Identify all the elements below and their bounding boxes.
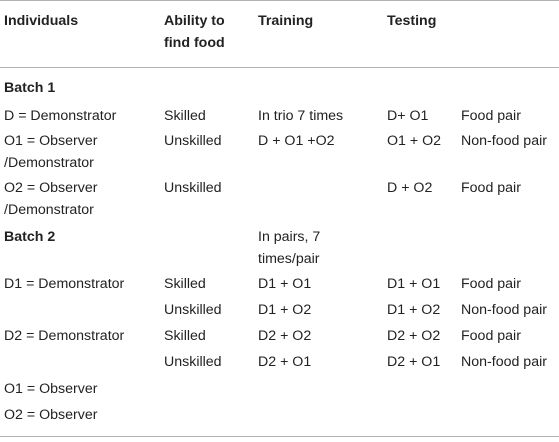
ability-cell: Skilled [164, 108, 206, 124]
ability-cell: Unskilled [164, 180, 222, 196]
testing-cell: D2 + O2 [387, 328, 441, 344]
pair-cell: Non-food pair [461, 354, 547, 370]
batch1-label: Batch 1 [4, 80, 56, 96]
header-individuals: Individuals [4, 13, 79, 29]
training-cell: In trio 7 times [258, 108, 344, 124]
batch2-training-line1: In pairs, 7 [258, 229, 321, 245]
pair-cell: Non-food pair [461, 302, 547, 318]
pair-cell: Food pair [461, 328, 521, 344]
batch2-training-line2: times/pair [258, 251, 320, 267]
pair-cell: Non-food pair [461, 133, 547, 149]
individual-cell: D1 = Demonstrator [4, 276, 125, 292]
individual-cell-line1: O2 = Observer [4, 180, 98, 196]
testing-cell: D + O2 [387, 180, 433, 196]
ability-cell: Unskilled [164, 302, 222, 318]
testing-cell: D1 + O1 [387, 276, 441, 292]
ability-cell: Skilled [164, 276, 206, 292]
individual-cell: O1 = Observer [4, 381, 98, 397]
individual-cell-line1: O1 = Observer [4, 133, 98, 149]
training-cell: D1 + O1 [258, 276, 312, 292]
header-testing: Testing [387, 13, 437, 29]
pair-cell: Food pair [461, 108, 521, 124]
ability-cell: Unskilled [164, 354, 222, 370]
testing-cell: O1 + O2 [387, 133, 442, 149]
header-ability-line2: find food [164, 35, 225, 51]
header-ability-line1: Ability to [164, 13, 225, 29]
individual-cell: D = Demonstrator [4, 108, 117, 124]
table-top-rule [0, 0, 559, 1]
testing-cell: D2 + O1 [387, 354, 441, 370]
training-cell: D1 + O2 [258, 302, 312, 318]
pair-cell: Food pair [461, 276, 521, 292]
header-training: Training [258, 13, 314, 29]
ability-cell: Unskilled [164, 133, 222, 149]
header-rule [0, 67, 559, 68]
pair-cell: Food pair [461, 180, 521, 196]
table-bottom-rule [0, 436, 559, 437]
batch2-label: Batch 2 [4, 229, 56, 245]
training-cell: D + O1 +O2 [258, 133, 335, 149]
individual-cell: O2 = Observer [4, 407, 98, 423]
ability-cell: Skilled [164, 328, 206, 344]
testing-cell: D1 + O2 [387, 302, 441, 318]
testing-cell: D+ O1 [387, 108, 429, 124]
training-cell: D2 + O2 [258, 328, 312, 344]
individual-cell-line2: /Demonstrator [4, 202, 94, 218]
training-cell: D2 + O1 [258, 354, 312, 370]
individual-cell-line2: /Demonstrator [4, 155, 94, 171]
individual-cell: D2 = Demonstrator [4, 328, 125, 344]
